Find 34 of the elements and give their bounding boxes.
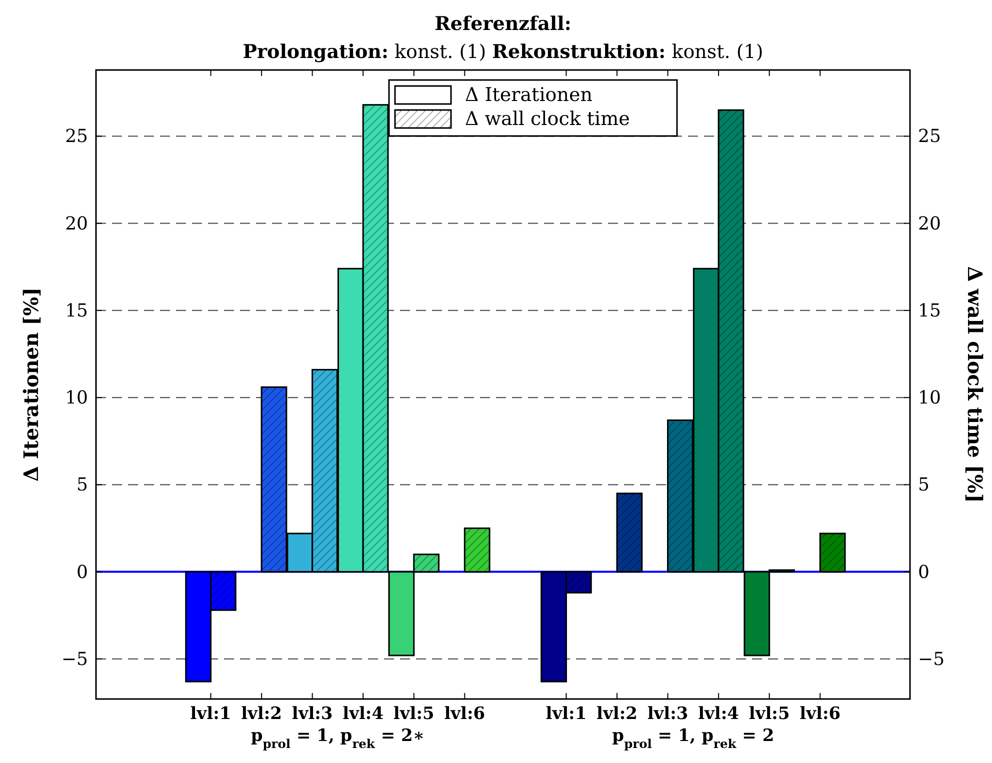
- y-tick-label: 5: [76, 474, 88, 496]
- x-tick-label: lvl:3: [292, 704, 333, 724]
- y2-tick-label: 15: [918, 300, 941, 322]
- y-tick-label: 25: [65, 126, 88, 148]
- y2-tick-label: 25: [918, 126, 941, 148]
- y2-tick-label: 20: [918, 213, 941, 234]
- y-axis-title: Δ Iterationen [%]: [19, 287, 43, 482]
- x-tick-label: lvl:6: [444, 704, 486, 724]
- x-tick-label: lvl:5: [748, 704, 790, 724]
- y2-tick-label: −5: [918, 648, 945, 670]
- y-tick-label: 0: [76, 562, 88, 583]
- x-tick-label: lvl:3: [647, 704, 688, 724]
- x-tick-label: lvl:4: [342, 704, 384, 724]
- y-tick-label: 20: [65, 213, 88, 234]
- chart-title: Referenzfall:: [434, 13, 572, 35]
- y-tick-label: −5: [61, 648, 88, 670]
- legend-label: Δ Iterationen: [465, 84, 592, 106]
- legend-label: Δ wall clock time: [465, 108, 630, 130]
- chart-subtitle: Prolongation: konst. (1) Rekonstruktion: konst. (1): [242, 41, 764, 63]
- y2-tick-label: 10: [918, 388, 941, 409]
- x-tick-label: lvl:2: [596, 704, 638, 724]
- y2-tick-label: 0: [918, 562, 930, 583]
- x-tick-label: lvl:6: [800, 704, 841, 724]
- x-tick-label: lvl:1: [546, 704, 587, 724]
- text: p$_{prol}$ = 1, p$_{rek}$ = 2∗: [250, 726, 425, 751]
- y2-axis-title: Δ wall clock time [%]: [963, 266, 987, 503]
- x-tick-label: lvl:1: [190, 704, 232, 724]
- text: p$_{prol}$ = 1, p$_{rek}$ = 2: [612, 726, 774, 751]
- y-tick-label: 15: [65, 300, 88, 322]
- x-tick-label: lvl:2: [241, 704, 282, 724]
- x-tick-label: lvl:5: [393, 704, 434, 724]
- x-tick-label: lvl:4: [698, 704, 740, 724]
- y2-tick-label: 5: [918, 474, 930, 496]
- y-tick-label: 10: [65, 388, 88, 409]
